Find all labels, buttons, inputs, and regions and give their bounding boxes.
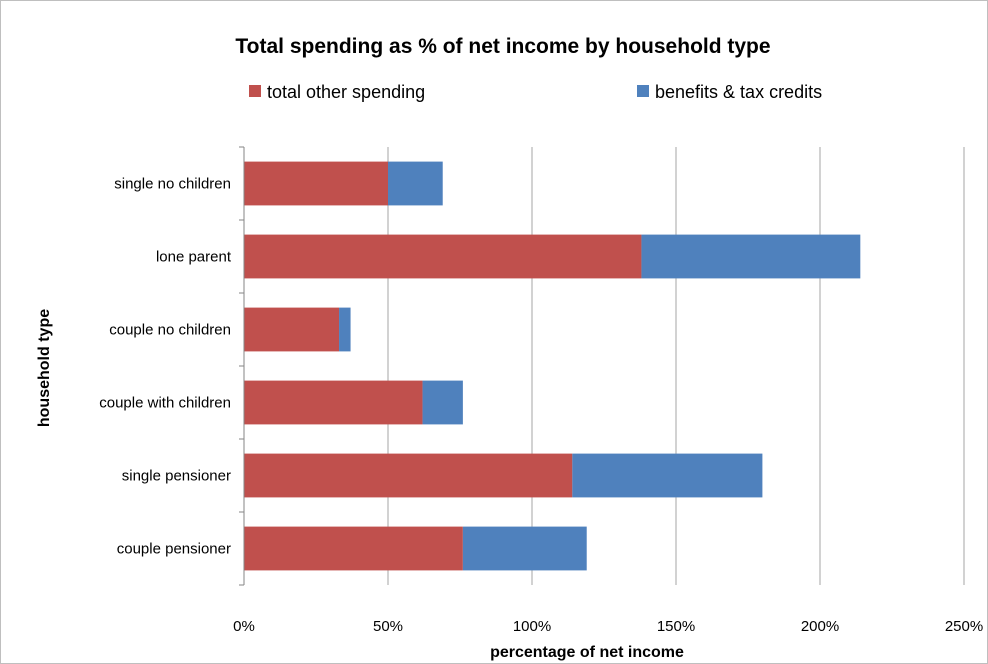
- x-tick-label: 0%: [233, 618, 255, 635]
- bars: [244, 161, 861, 571]
- y-category-label: couple with children: [99, 395, 231, 412]
- y-category-label: single pensioner: [122, 468, 231, 485]
- x-tick-label: 200%: [801, 618, 839, 635]
- bar-benefits-tax-credits-couple-with-children: [422, 380, 463, 425]
- bar-total-other-spending-couple-no-children: [244, 307, 340, 352]
- y-category-label: lone parent: [156, 249, 232, 266]
- x-tick-label: 150%: [657, 618, 695, 635]
- gridlines: [387, 147, 965, 585]
- bar-benefits-tax-credits-single-no-children: [388, 161, 443, 206]
- y-category-label: single no children: [114, 176, 231, 193]
- legend-label-total-other-spending: total other spending: [267, 82, 425, 102]
- y-axis-title: household type: [36, 309, 53, 427]
- x-tick-label: 250%: [945, 618, 983, 635]
- bar-benefits-tax-credits-lone-parent: [641, 234, 861, 279]
- legend-swatch-total-other-spending: [249, 85, 261, 97]
- bar-total-other-spending-single-no-children: [244, 161, 388, 206]
- y-category-label: couple no children: [109, 322, 231, 339]
- legend-swatch-benefits-tax-credits: [637, 85, 649, 97]
- bar-total-other-spending-lone-parent: [244, 234, 642, 279]
- bar-benefits-tax-credits-single-pensioner: [572, 453, 763, 498]
- legend-label-benefits-tax-credits: benefits & tax credits: [655, 82, 822, 102]
- x-tick-label: 100%: [513, 618, 551, 635]
- axes: 0% 50% 100% 150% 200% 250% single no children l…: [99, 146, 983, 635]
- bar-benefits-tax-credits-couple-pensioner: [462, 526, 587, 571]
- bar-benefits-tax-credits-couple-no-children: [339, 307, 351, 352]
- legend: total other spending benefits & tax cred…: [249, 82, 822, 102]
- chart-title: Total spending as % of net income by hou…: [235, 35, 770, 58]
- bar-total-other-spending-couple-pensioner: [244, 526, 463, 571]
- x-axis-title: percentage of net income: [490, 644, 684, 661]
- bar-total-other-spending-single-pensioner: [244, 453, 573, 498]
- x-tick-label: 50%: [373, 618, 403, 635]
- y-category-label: couple pensioner: [117, 541, 231, 558]
- bar-total-other-spending-couple-with-children: [244, 380, 423, 425]
